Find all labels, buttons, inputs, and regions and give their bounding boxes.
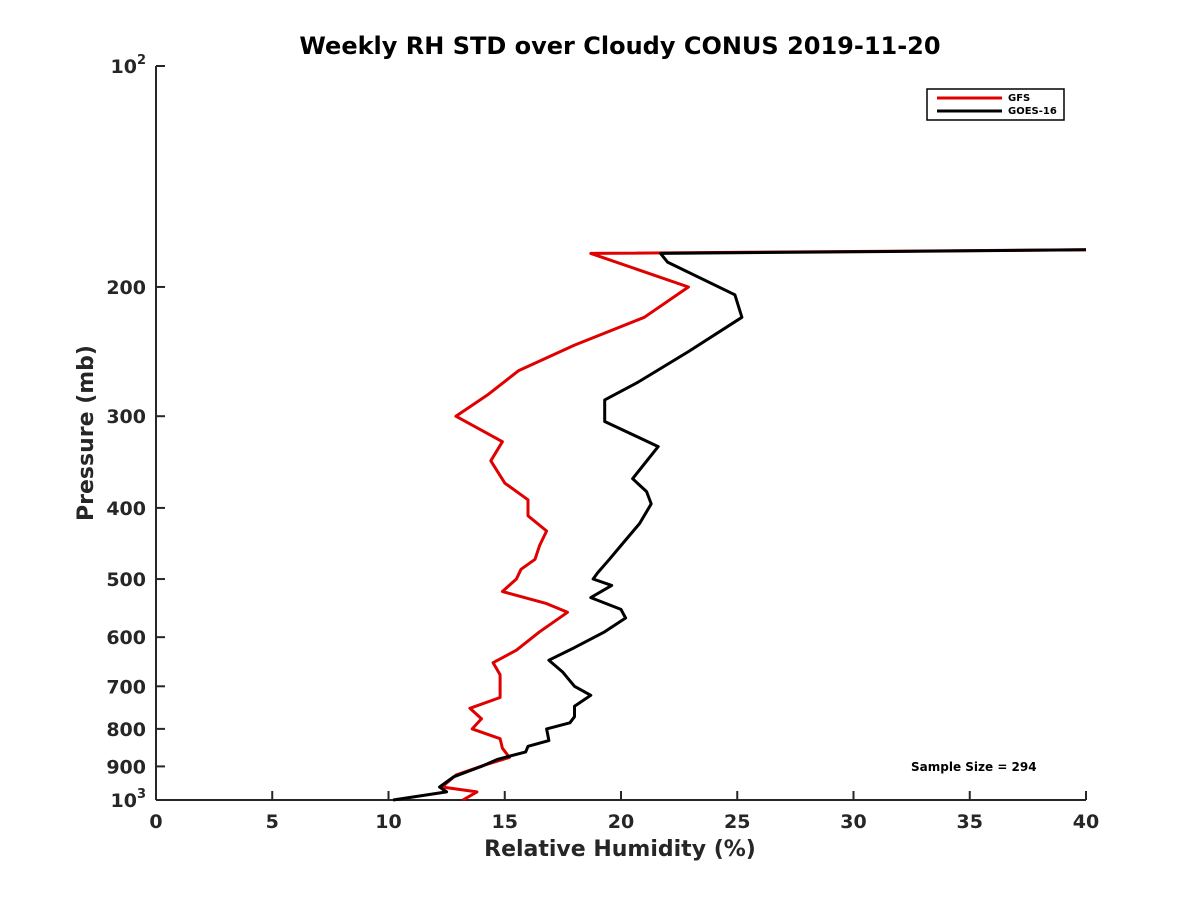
y-tick-label: 200 [106, 277, 146, 299]
chart-title: Weekly RH STD over Cloudy CONUS 2019-11-… [299, 32, 940, 60]
y-tick-label: 500 [106, 569, 146, 591]
y-tick-label: 103 [111, 787, 147, 812]
x-tick-label: 10 [375, 811, 401, 833]
y-tick-label: 900 [106, 756, 146, 778]
series-line-gfs [440, 248, 1087, 802]
x-tick-label: 35 [957, 811, 983, 833]
x-tick-label: 30 [840, 811, 866, 833]
x-tick-label: 5 [266, 811, 279, 833]
y-tick-label: 400 [106, 498, 146, 520]
y-tick-label: 300 [106, 406, 146, 428]
legend-gfs-label: GFS [1008, 93, 1030, 104]
legend: GFS GOES-16 [926, 88, 1065, 121]
y-axis-label: Pressure (mb) [74, 345, 99, 521]
legend-goes-label: GOES-16 [1008, 106, 1057, 117]
axes: 0 5 10 15 20 25 30 35 40 102 200 300 400 500 600 700 800… [106, 53, 1099, 833]
y-tick-label: 600 [106, 627, 146, 649]
x-tick-label: 0 [149, 811, 162, 833]
y-tick-label: 102 [111, 53, 147, 78]
sample-size-annotation: Sample Size = 294 [911, 760, 1037, 774]
y-tick-label: 700 [106, 676, 146, 698]
series-line-goes-16 [392, 248, 1087, 802]
x-tick-label: 40 [1073, 811, 1099, 833]
y-tick-label: 800 [106, 719, 146, 741]
series-layer [392, 248, 1087, 802]
x-tick-label: 20 [608, 811, 634, 833]
x-tick-label: 15 [492, 811, 518, 833]
x-tick-label: 25 [724, 811, 750, 833]
x-axis-label: Relative Humidity (%) [484, 837, 756, 862]
legend-box [926, 88, 1065, 121]
